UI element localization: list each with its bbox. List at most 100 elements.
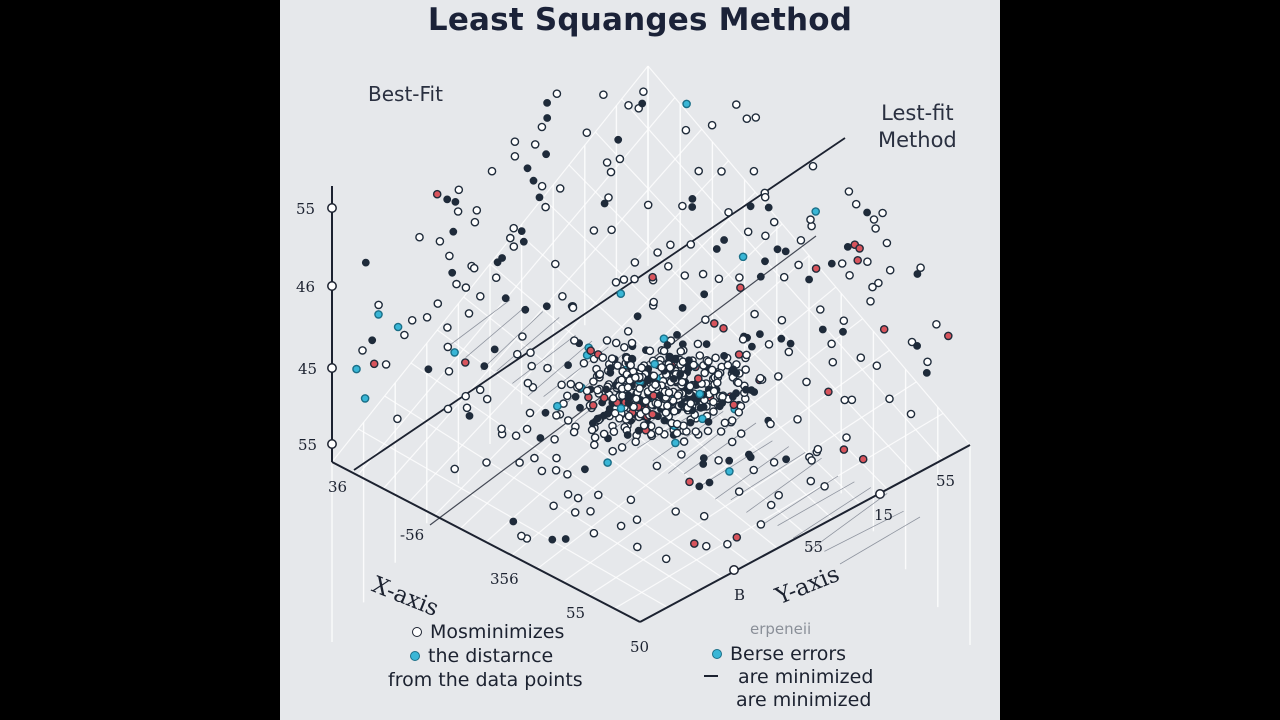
data-point	[645, 346, 655, 356]
data-point	[451, 197, 460, 206]
data-point	[590, 433, 600, 442]
data-point	[470, 217, 480, 227]
data-point	[718, 399, 727, 407]
data-point	[694, 166, 704, 176]
data-point	[523, 164, 532, 173]
data-point	[734, 487, 744, 496]
data-point	[490, 345, 499, 354]
data-point	[685, 477, 694, 487]
data-point	[733, 378, 743, 388]
data-point	[856, 353, 866, 363]
data-point	[725, 456, 734, 465]
data-point	[782, 455, 790, 464]
data-point	[393, 414, 402, 424]
data-point	[747, 342, 756, 351]
legend-left-item: the distarnce	[410, 645, 553, 667]
data-point	[677, 377, 687, 387]
data-point	[449, 227, 458, 236]
data-point	[796, 235, 806, 245]
data-point	[511, 431, 521, 441]
data-point	[673, 330, 681, 339]
data-point	[563, 469, 572, 479]
data-point	[493, 258, 502, 267]
data-point	[450, 348, 459, 357]
data-point	[727, 437, 737, 447]
data-point	[842, 433, 851, 442]
residual-line	[496, 317, 560, 372]
data-point	[843, 242, 852, 251]
data-point	[922, 368, 931, 377]
data-point	[469, 263, 479, 273]
data-point	[806, 476, 816, 486]
data-point	[627, 338, 637, 348]
data-point	[691, 427, 701, 436]
data-point	[505, 233, 515, 243]
data-point	[543, 114, 552, 122]
data-point	[552, 401, 562, 411]
data-point	[837, 259, 847, 268]
data-point	[714, 274, 724, 284]
legend-right-item: are minimized	[736, 689, 872, 711]
data-point	[374, 300, 383, 310]
data-point	[769, 457, 779, 467]
data-point	[619, 342, 629, 352]
data-point	[734, 407, 744, 417]
data-point	[755, 373, 765, 383]
data-point	[535, 193, 544, 202]
data-point	[542, 302, 551, 311]
data-point	[424, 365, 433, 374]
data-point	[685, 381, 695, 391]
data-point	[602, 336, 612, 345]
data-point	[552, 453, 561, 463]
x-axis-line	[331, 461, 641, 623]
data-point	[701, 315, 710, 325]
data-point	[595, 369, 605, 379]
data-point	[537, 466, 547, 476]
data-point	[680, 271, 690, 280]
data-point	[624, 392, 633, 401]
data-point	[648, 409, 657, 419]
data-point	[586, 506, 595, 516]
data-point	[606, 368, 615, 377]
data-point	[742, 114, 752, 123]
data-point	[820, 481, 829, 491]
data-point	[599, 90, 608, 99]
data-point	[725, 467, 734, 476]
data-point	[741, 385, 750, 394]
data-point	[598, 353, 608, 362]
vertical-tick-label: 55	[298, 436, 318, 454]
data-point	[623, 383, 633, 392]
data-point	[684, 356, 693, 365]
data-point	[557, 380, 566, 390]
data-point	[624, 399, 633, 408]
data-point	[558, 291, 567, 301]
data-point	[617, 442, 627, 452]
data-point	[724, 207, 733, 217]
data-point	[769, 217, 779, 227]
data-point	[593, 490, 603, 500]
data-point	[779, 272, 789, 282]
data-point	[552, 411, 561, 420]
data-point	[805, 275, 813, 284]
data-point	[369, 359, 379, 369]
data-point	[482, 458, 491, 467]
data-point	[678, 303, 687, 312]
data-point	[878, 208, 887, 218]
data-point	[541, 408, 550, 417]
data-point	[844, 187, 854, 196]
data-point	[655, 391, 664, 400]
data-point	[732, 533, 742, 542]
data-point	[853, 255, 863, 265]
data-point	[686, 399, 696, 408]
residual-line	[746, 457, 822, 513]
data-point	[576, 403, 584, 412]
data-point	[616, 403, 626, 413]
data-point	[676, 370, 685, 379]
data-point	[845, 270, 854, 280]
residual-line	[527, 340, 593, 397]
data-point	[869, 215, 879, 224]
residual-line	[668, 416, 740, 474]
data-point	[517, 531, 526, 541]
data-point	[851, 199, 861, 209]
data-point	[609, 427, 619, 437]
